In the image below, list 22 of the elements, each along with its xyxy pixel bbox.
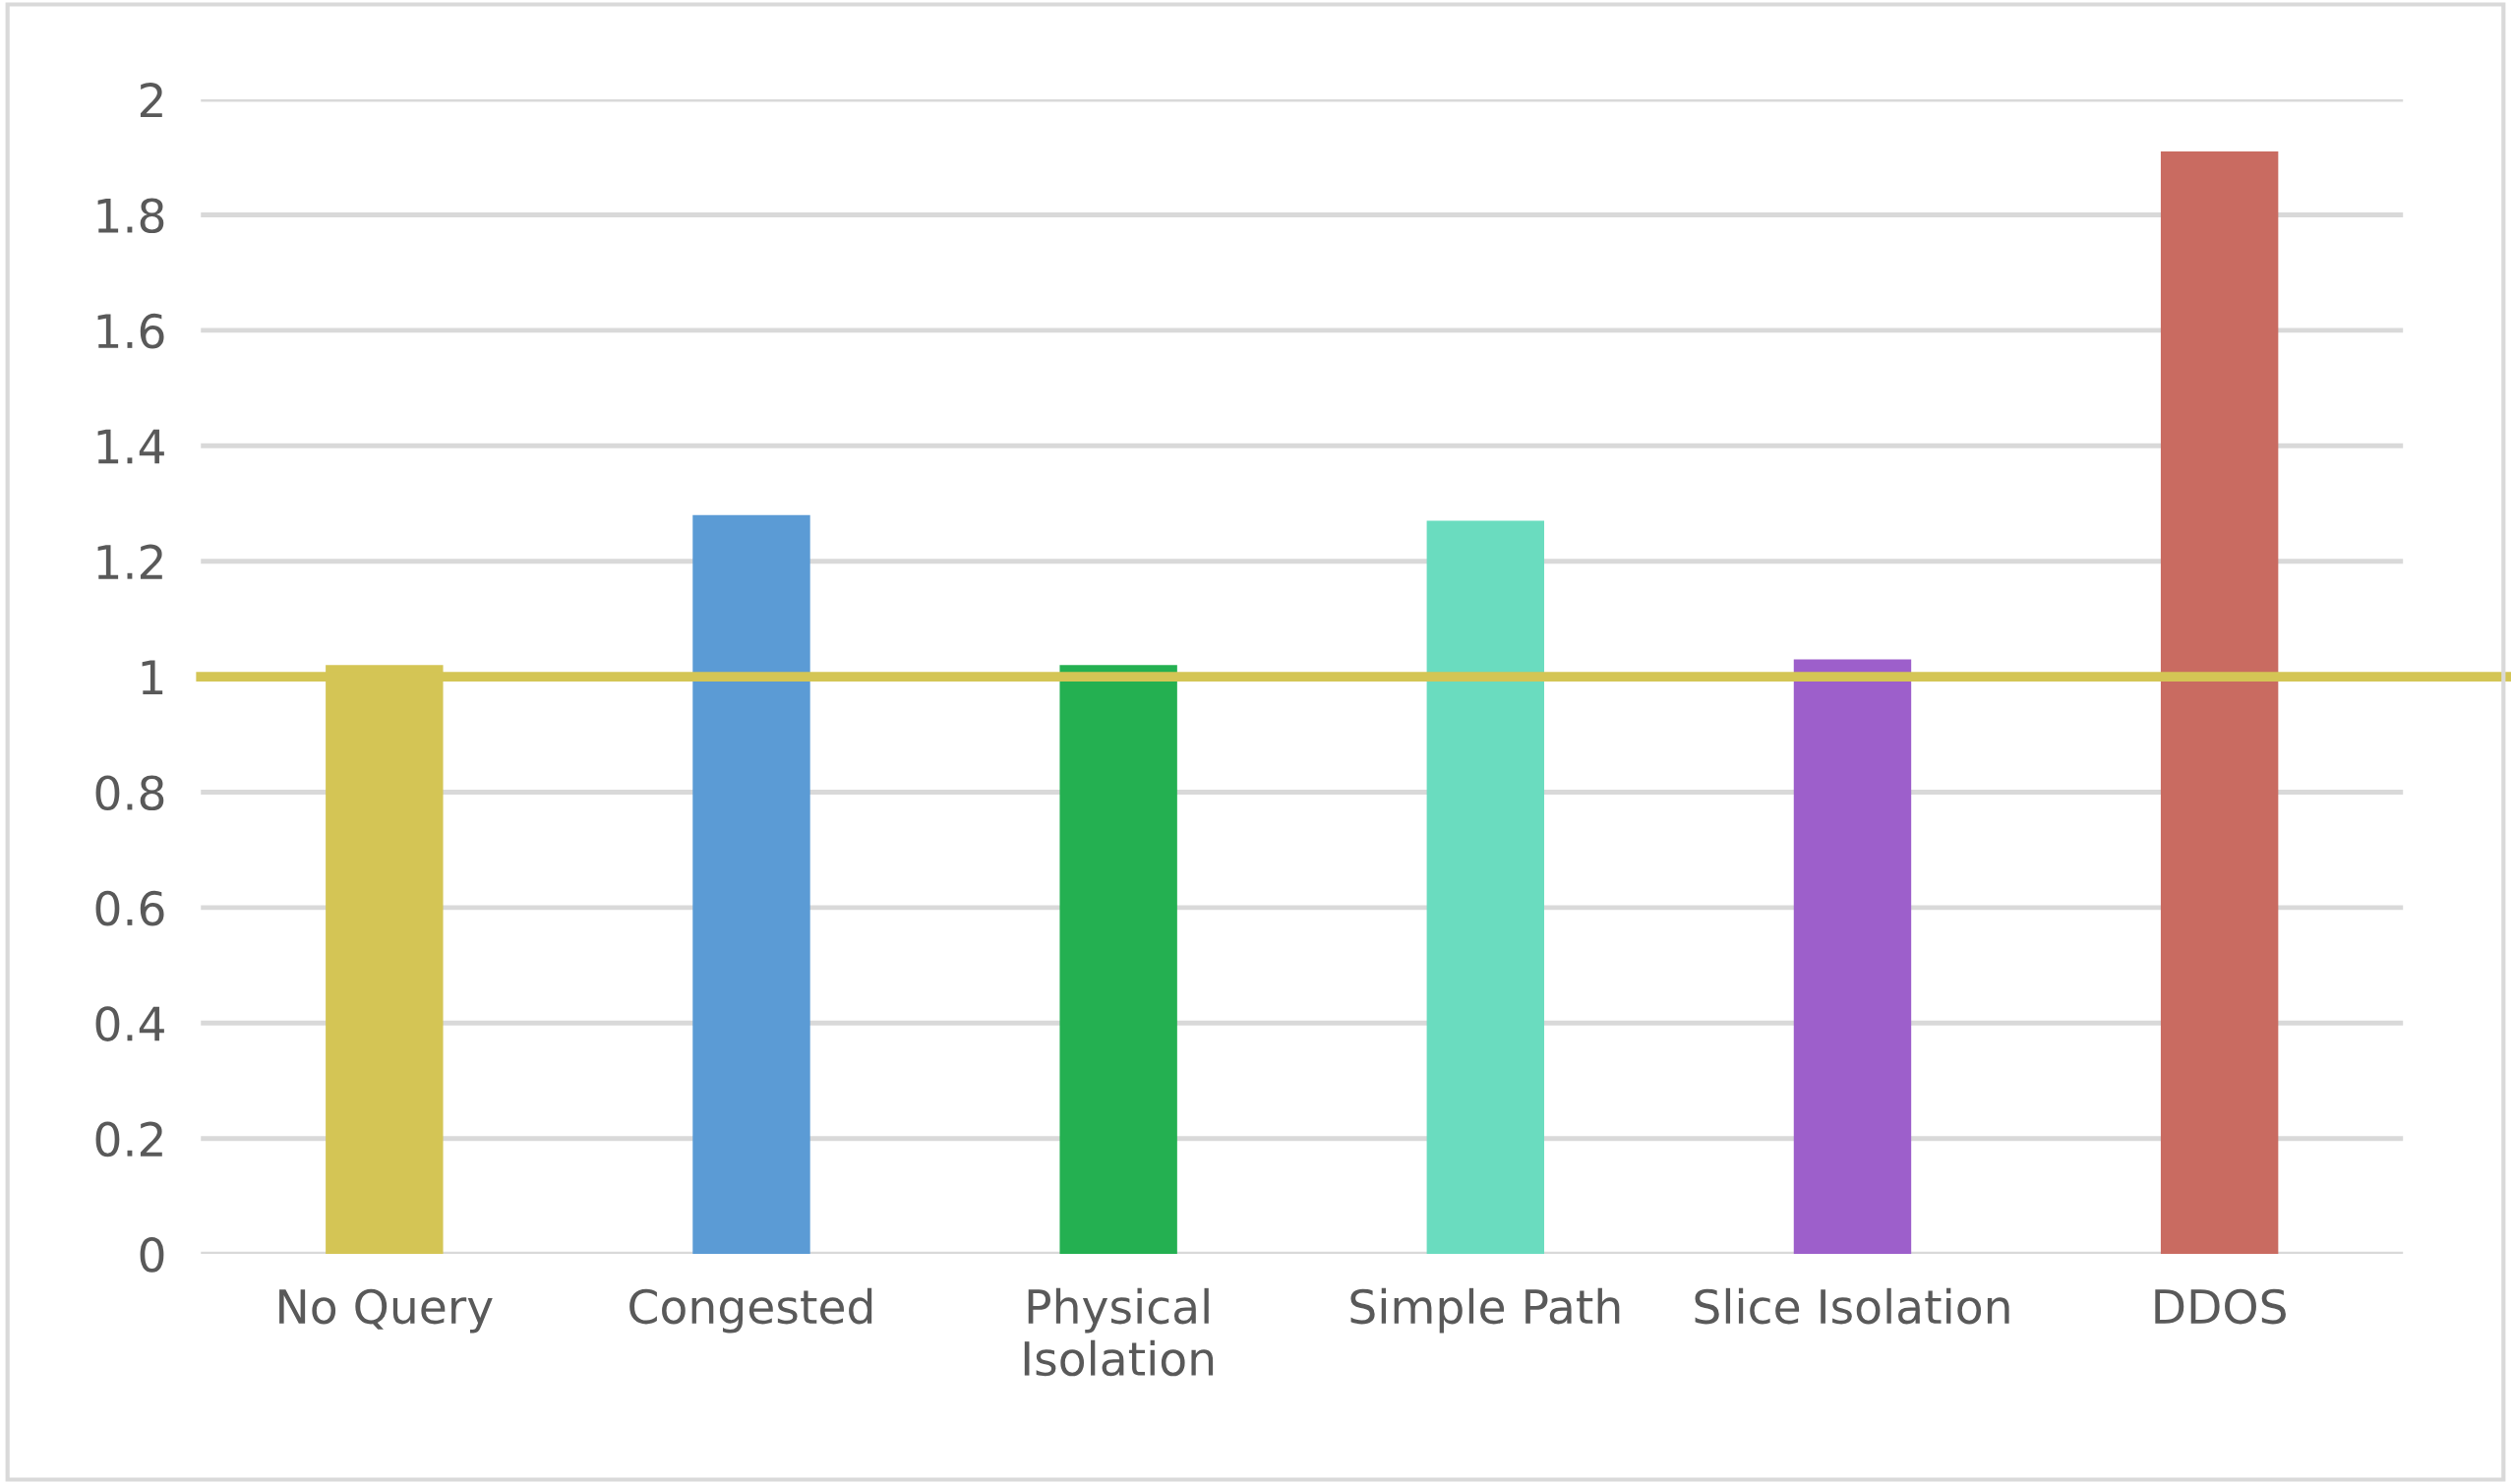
x-tick-label: DDOS [2155, 1288, 2286, 1325]
y-tick-label: 0.6 [95, 890, 164, 926]
x-tick-label: Simple Path [1350, 1287, 1620, 1334]
bar [2160, 150, 2279, 1255]
y-tick-label: 0.2 [95, 1121, 162, 1158]
bar [692, 514, 810, 1255]
x-tick-label: No Query [279, 1288, 493, 1334]
y-tick-label: 1 [142, 660, 163, 695]
y-tick-label: 0.8 [95, 775, 164, 811]
x-tick-label: Slice Isolation [1695, 1287, 2009, 1325]
y-tick-label: 2 [140, 83, 162, 118]
y-tick-label: 1.2 [97, 544, 162, 579]
y-tick-label: 0 [140, 1237, 164, 1273]
y-tick-label: 0.4 [95, 1006, 164, 1041]
y-tick-label: 1.6 [97, 313, 164, 349]
y-tick-label: 1.8 [97, 198, 164, 234]
x-tick-label: Congested [629, 1287, 872, 1334]
bar [1426, 520, 1545, 1255]
y-tick-label: 1.4 [97, 429, 164, 464]
x-tick-label: Physical Isolation [1024, 1287, 1214, 1377]
bar [1793, 659, 1912, 1255]
bar [1059, 665, 1177, 1255]
